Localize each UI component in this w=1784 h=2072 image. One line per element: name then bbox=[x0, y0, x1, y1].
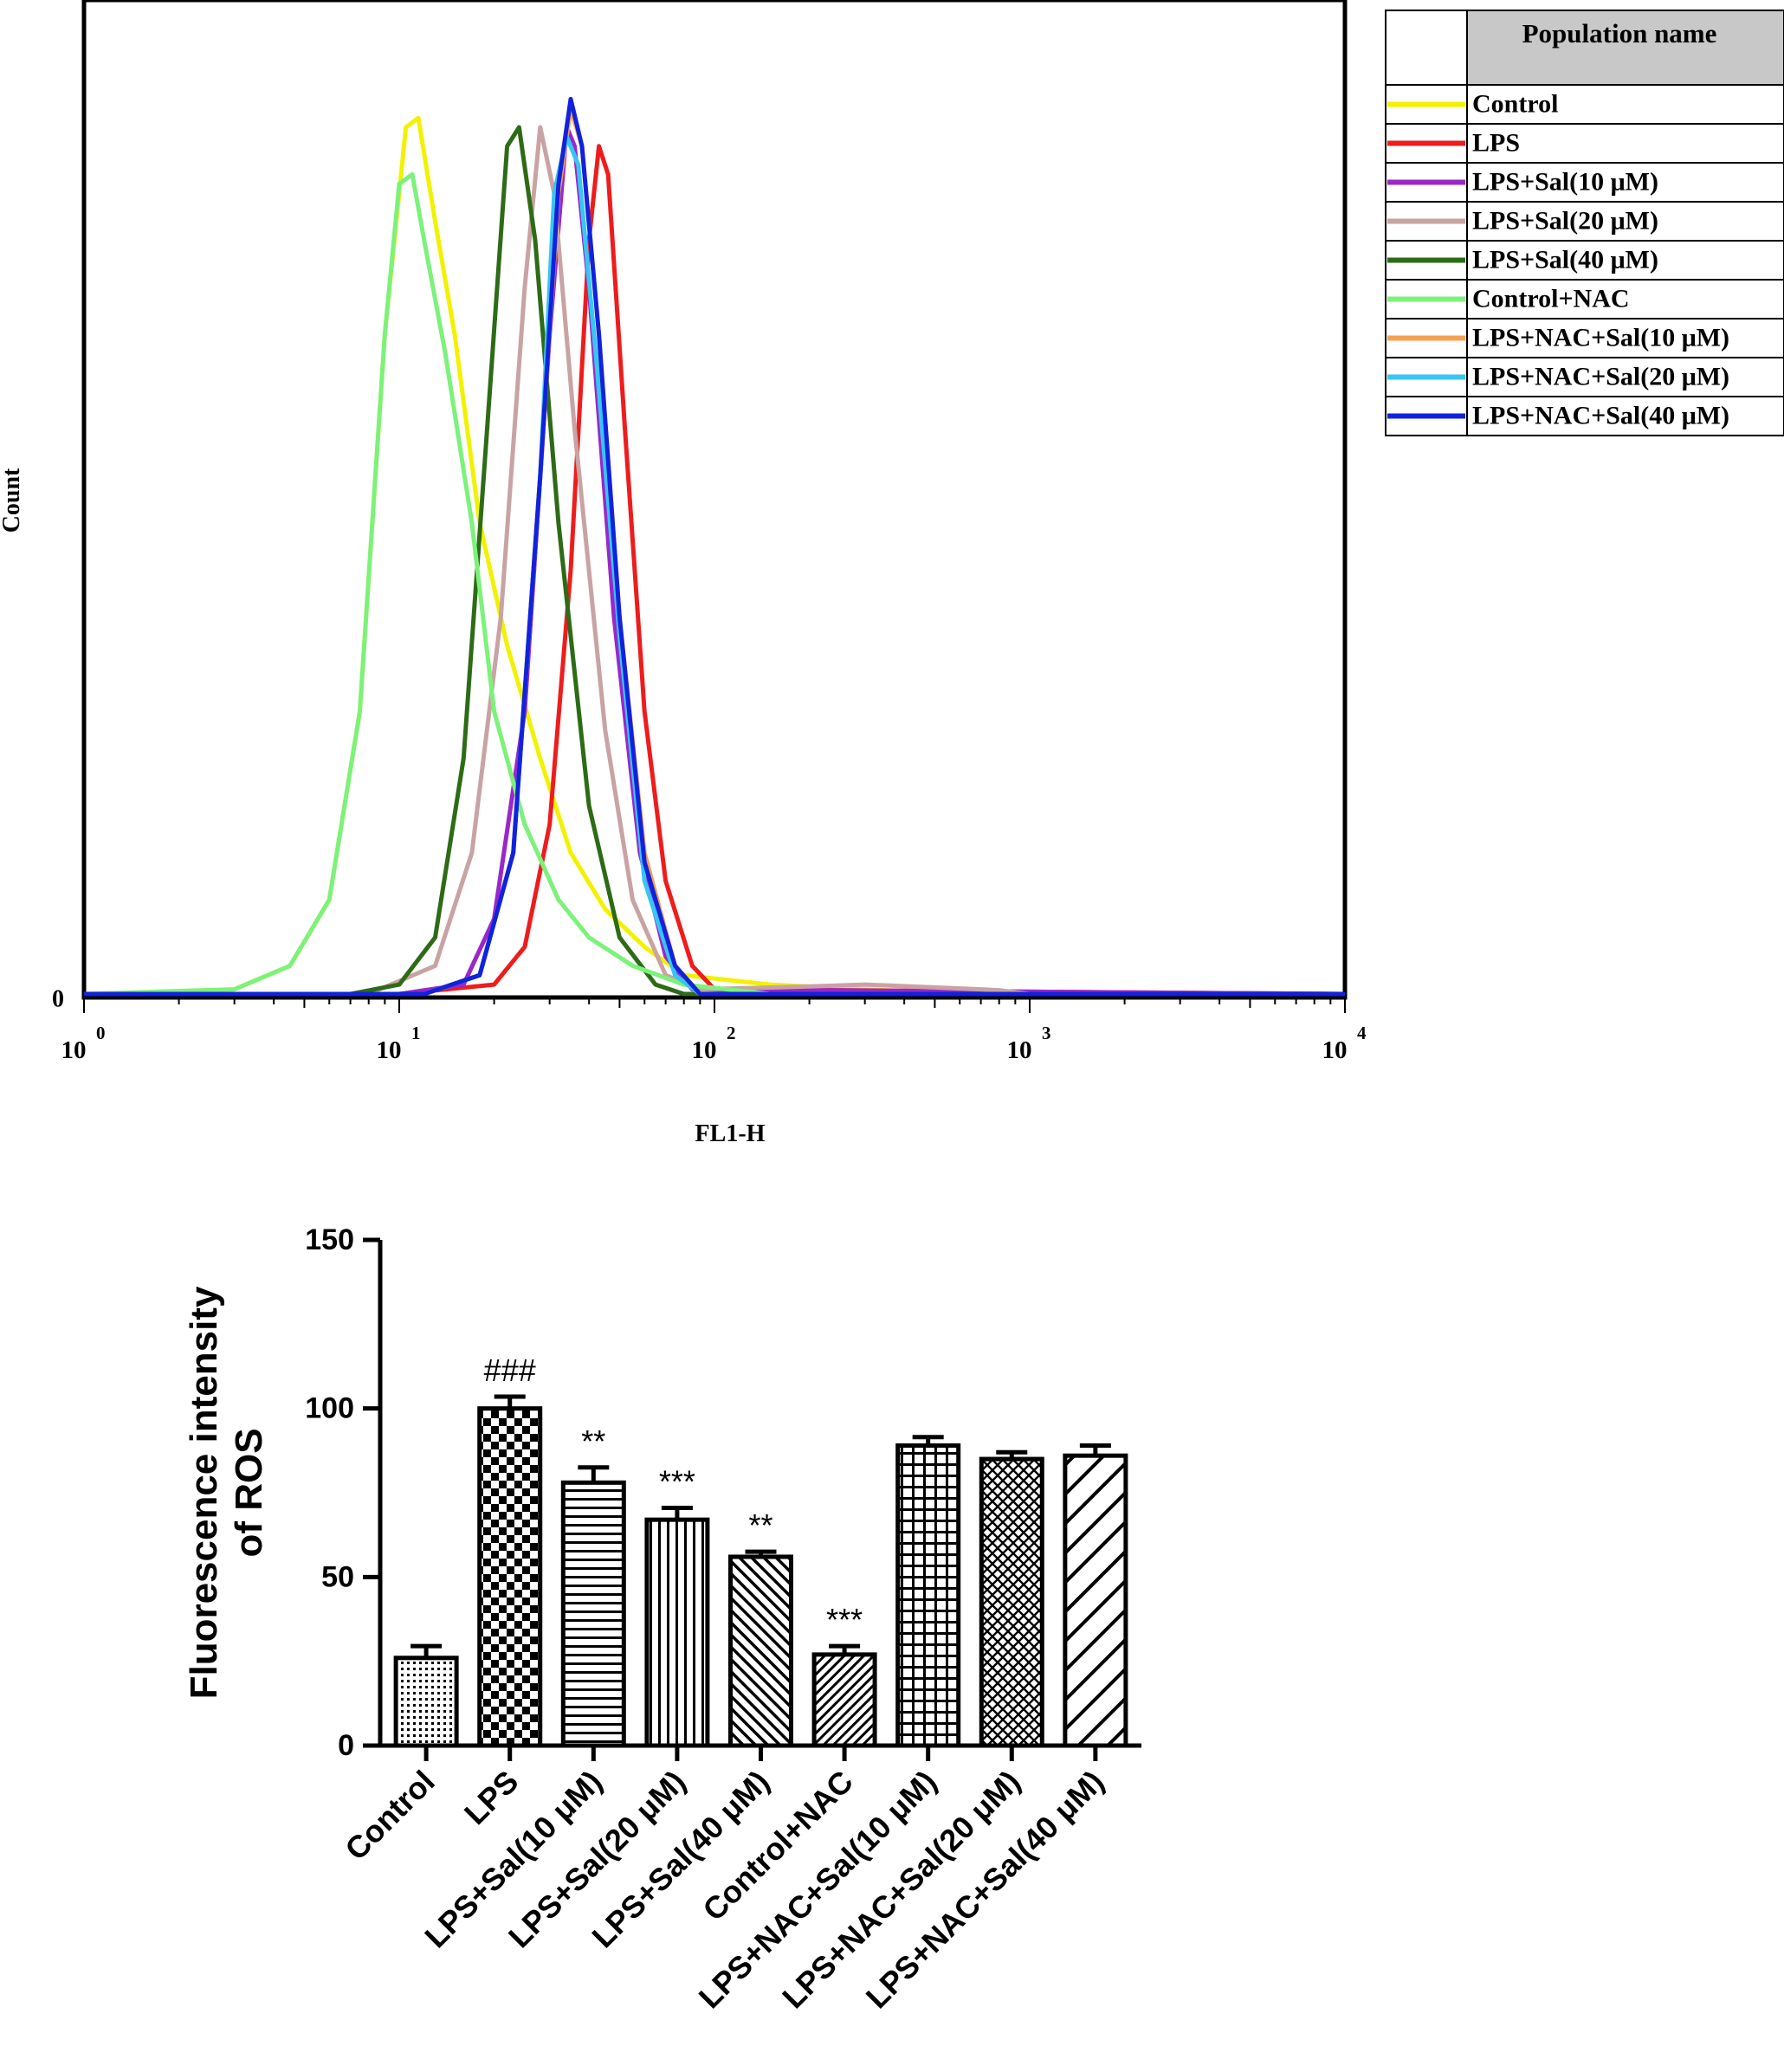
bar-y-tick-label: 0 bbox=[338, 1729, 354, 1762]
bar-annotation-control-nac: *** bbox=[826, 1602, 863, 1637]
histogram-x-tick-label: 10 bbox=[61, 1036, 87, 1064]
histogram-line-lps-nac-sal-10-m bbox=[84, 106, 1345, 997]
bar-y-axis-label-line-2: of ROS bbox=[228, 1428, 270, 1557]
histogram-line-lps-nac-sal-20-m bbox=[84, 134, 1345, 997]
legend-label-lps-sal-20-m: LPS+Sal(20 μM) bbox=[1472, 206, 1658, 235]
bar-y-tick-label: 150 bbox=[305, 1223, 354, 1256]
legend-grid bbox=[1385, 10, 1784, 436]
bar-y-axis-label: Fluorescence intensityof ROS bbox=[183, 1286, 270, 1699]
legend-label-lps-sal-10-m: LPS+Sal(10 μM) bbox=[1472, 167, 1658, 196]
bar-annotation-lps-sal-10-m: ** bbox=[581, 1423, 605, 1459]
histogram-x-tick-exponent: 4 bbox=[1357, 1023, 1367, 1043]
bar-lps-nac-sal-10-m bbox=[895, 1443, 961, 1748]
histogram-x-tick-exponent: 1 bbox=[411, 1023, 421, 1043]
histogram-line-control bbox=[83, 115, 1345, 997]
legend-table: Population name Control LPS LPS+Sal(10 μM)… bbox=[1385, 10, 1784, 436]
bar-lps-nac-sal-40-m bbox=[1063, 1453, 1128, 1748]
bar-x-tick-label-lps: LPS bbox=[457, 1764, 525, 1831]
bar-y-tick-label: 100 bbox=[305, 1392, 354, 1425]
legend-header-text: Population name bbox=[1522, 18, 1717, 48]
legend-label-control-nac: Control+NAC bbox=[1472, 284, 1630, 313]
bar-control bbox=[393, 1656, 459, 1748]
legend-label-lps-sal-40-m: LPS+Sal(40 μM) bbox=[1472, 245, 1658, 274]
histogram-x-tick-exponent: 3 bbox=[1042, 1023, 1051, 1043]
histogram-line-control-nac bbox=[83, 171, 1345, 997]
histogram-plot-frame bbox=[81, 0, 1348, 1000]
histogram-x-tick-label: 10 bbox=[377, 1036, 402, 1064]
histogram-line-lps-nac-sal-40-m bbox=[84, 96, 1345, 997]
histogram-line-lps-sal-40-m bbox=[84, 125, 1345, 997]
histogram-x-tick-labels: 10 0 10 1 10 2 10 3 10 4 bbox=[61, 1023, 1367, 1064]
bar-annotation-lps-sal-20-m: *** bbox=[659, 1464, 695, 1500]
legend-label-lps-nac-sal-20-m: LPS+NAC+Sal(20 μM) bbox=[1472, 362, 1729, 391]
histogram-x-tick-label: 10 bbox=[1322, 1036, 1348, 1064]
histogram-x-tick-label: 10 bbox=[1007, 1036, 1032, 1064]
histogram-x-tick-label: 10 bbox=[692, 1036, 717, 1064]
histogram-line-lps-sal-10-m bbox=[84, 125, 1346, 997]
histogram-line-lps-sal-20-m bbox=[84, 125, 1345, 997]
legend-rows: Control LPS LPS+Sal(10 μM) LPS+Sal(20 μM) LP… bbox=[1387, 89, 1729, 429]
histogram-y-tick-zero: 0 bbox=[52, 985, 64, 1012]
legend-label-lps-nac-sal-40-m: LPS+NAC+Sal(40 μM) bbox=[1472, 401, 1729, 429]
histogram-y-axis-label: Count bbox=[0, 468, 25, 533]
legend-label-control: Control bbox=[1472, 89, 1558, 118]
histogram-x-tick-exponent: 2 bbox=[727, 1023, 736, 1043]
bar-lps-sal-20-m bbox=[644, 1517, 710, 1748]
bar-annotation-lps: ### bbox=[484, 1352, 536, 1388]
bar-annotation-lps-sal-40-m: ** bbox=[748, 1507, 772, 1543]
legend-label-lps-nac-sal-10-m: LPS+NAC+Sal(10 μM) bbox=[1472, 323, 1729, 352]
legend-header-cell bbox=[1467, 10, 1784, 85]
histogram-x-axis-label: FL1-H bbox=[695, 1120, 766, 1147]
bar-lps bbox=[477, 1406, 543, 1748]
bar-control-nac bbox=[811, 1652, 877, 1748]
histogram-series bbox=[83, 96, 1346, 997]
bar-x-tick-label-control: Control bbox=[338, 1764, 441, 1867]
legend-outline bbox=[1385, 10, 1784, 436]
bar-lps-sal-10-m bbox=[560, 1480, 626, 1748]
bar-lps-sal-40-m bbox=[728, 1554, 793, 1748]
legend-label-lps: LPS bbox=[1472, 128, 1520, 157]
histogram-x-ticks bbox=[83, 997, 1346, 1013]
histogram-chart: 10 0 10 1 10 2 10 3 10 4 0 FL1-H Count bbox=[0, 0, 1367, 1147]
bar-marks: ###********** bbox=[393, 1352, 1128, 1761]
histogram-x-tick-exponent: 0 bbox=[96, 1023, 106, 1043]
bar-y-axis-label-line-1: Fluorescence intensity bbox=[183, 1286, 225, 1699]
histogram-line-lps bbox=[84, 144, 1346, 997]
bar-y-tick-label: 50 bbox=[321, 1560, 354, 1593]
bar-lps-nac-sal-20-m bbox=[979, 1456, 1044, 1748]
